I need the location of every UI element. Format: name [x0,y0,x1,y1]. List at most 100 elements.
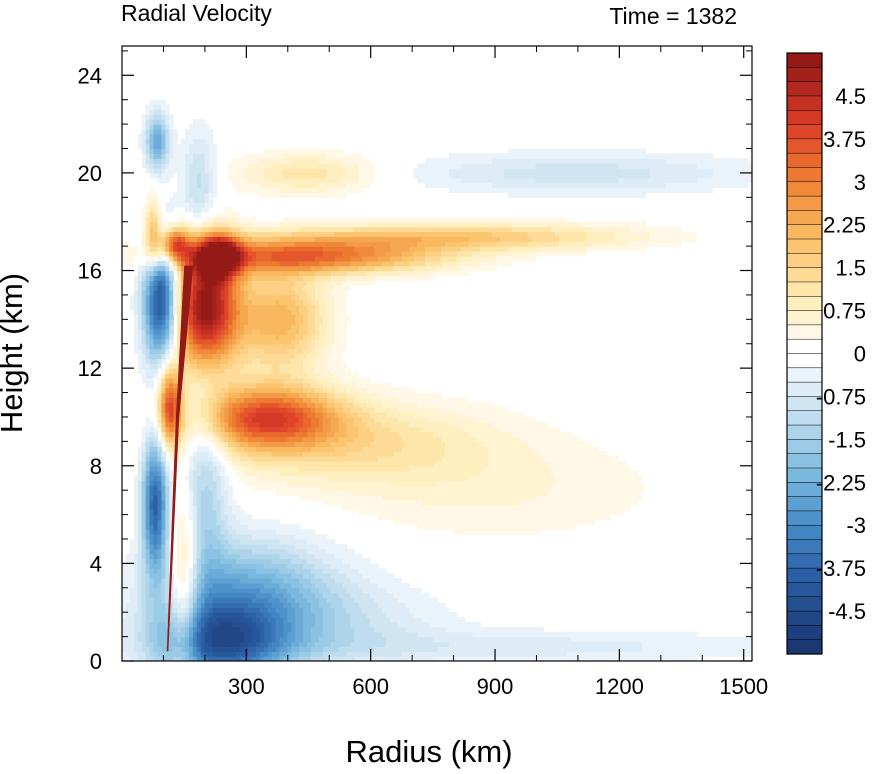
heatmap-cell [346,460,351,467]
heatmap-cell [334,573,340,579]
heatmap-cell [444,431,450,438]
heatmap-cell [161,456,166,462]
heatmap-cell [314,475,320,481]
heatmap-cell [275,480,281,486]
heatmap-cell [563,475,568,481]
heatmap-cell [464,426,470,433]
heatmap-cell [456,499,462,506]
heatmap-cell [531,436,537,442]
heatmap-cell [484,651,489,657]
heatmap-cell [322,573,328,579]
heatmap-cell [196,451,202,457]
heatmap-cell [192,416,198,423]
heatmap-cell [472,631,477,638]
heatmap-cell [346,490,351,496]
heatmap-cell [425,656,430,661]
heatmap-cell [137,558,143,564]
heatmap-cell [255,548,261,555]
heatmap-cell [606,460,611,467]
heatmap-cell [224,529,229,535]
heatmap-cell [161,607,166,613]
heatmap-cell [397,451,403,457]
heatmap-cell [248,451,253,457]
heatmap-cell [314,456,320,462]
heatmap-cell [657,646,663,652]
heatmap-cell [484,416,489,423]
heatmap-cell [157,612,162,618]
heatmap-cell [574,470,580,477]
heatmap-cell [669,641,674,647]
heatmap-cell [326,582,332,589]
heatmap-cell [370,421,375,428]
heatmap-cell [322,656,328,661]
heatmap-cell [409,446,414,452]
heatmap-cell [559,641,564,647]
heatmap-cell [248,465,253,472]
heatmap-cell [614,480,619,486]
heatmap-cell [385,578,391,584]
heatmap-cell [153,626,159,633]
heatmap-cell [145,504,151,511]
heatmap-cell [149,568,155,574]
heatmap-cell [535,446,540,452]
heatmap-cell [405,485,411,491]
heatmap-cell [129,563,135,569]
heatmap-cell [216,597,222,604]
heatmap-cell [311,582,316,589]
heatmap-cell [208,563,214,569]
heatmap-cell [204,607,210,613]
heatmap-cell [255,636,261,643]
heatmap-cell [291,538,296,545]
heatmap-cell [275,602,281,608]
heatmap-cell [137,548,143,555]
heatmap-cell [444,475,450,481]
heatmap-cell [251,412,257,418]
heatmap-cell [311,563,316,569]
heatmap-cell [350,646,355,652]
heatmap-cell [669,656,674,661]
heatmap-cell [425,631,430,638]
heatmap-cell [236,504,241,511]
heatmap-cell [196,656,202,661]
heatmap-cell [346,621,351,628]
heatmap-cell [692,646,698,652]
heatmap-cell [303,651,308,657]
heatmap-cell [385,412,391,418]
heatmap-cell [181,529,186,535]
heatmap-cell [480,446,485,452]
heatmap-cell [248,416,253,423]
heatmap-cell [307,431,312,438]
heatmap-cell [177,436,182,442]
heatmap-cell [267,592,273,599]
heatmap-cell [196,578,202,584]
heatmap-cell [141,631,147,638]
heatmap-cell [440,499,446,506]
heatmap-cell [535,470,540,477]
heatmap-cell [125,587,131,594]
heatmap-cell [232,578,237,584]
heatmap-cell [622,636,627,643]
heatmap-cell [196,446,202,452]
heatmap-cell [157,465,162,472]
heatmap-cell [539,514,544,521]
heatmap-cell [622,460,627,467]
heatmap-cell [413,636,418,643]
heatmap-cell [287,631,292,638]
heatmap-cell [232,465,237,472]
heatmap-cell [212,573,218,579]
heatmap-cell [559,499,564,506]
heatmap-cell [326,548,332,555]
heatmap-cell [413,646,418,652]
heatmap-cell [125,563,131,569]
heatmap-cell [413,426,418,433]
heatmap-cell [295,475,300,481]
heatmap-cell [385,475,391,481]
heatmap-cell [334,578,340,584]
heatmap-cell [342,504,348,511]
heatmap-cell [192,641,198,647]
heatmap-cell [633,485,639,491]
heatmap-cell [192,534,198,540]
heatmap-cell [192,592,198,599]
heatmap-cell [523,441,529,447]
heatmap-cell [228,504,233,511]
